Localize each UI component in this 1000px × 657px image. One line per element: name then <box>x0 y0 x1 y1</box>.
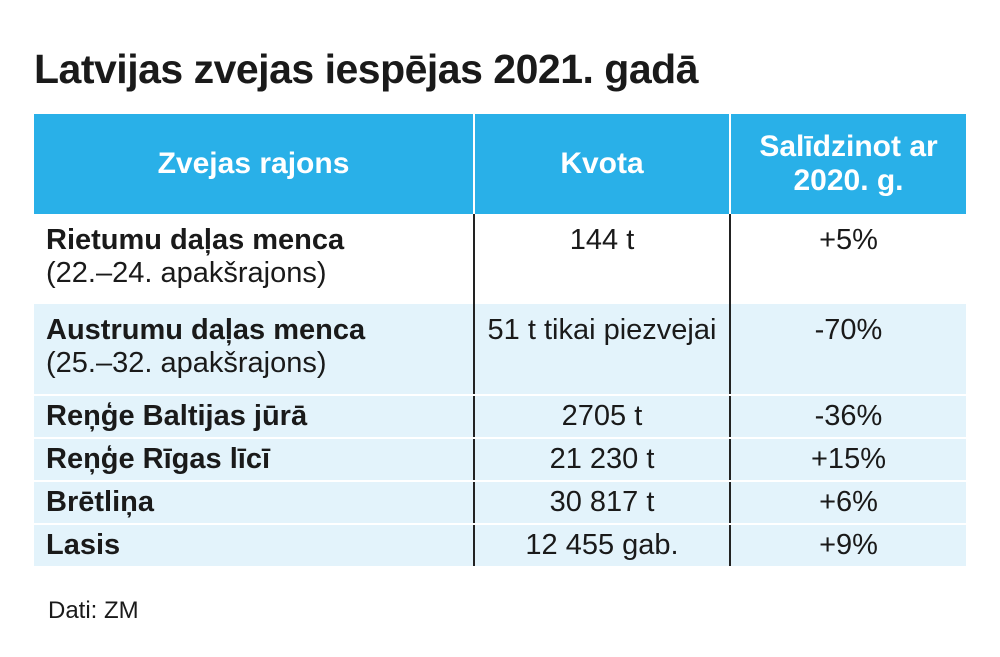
district-cell: Rietumu daļas menca (22.–24. apakšrajons… <box>34 214 474 304</box>
district-cell: Reņģe Baltijas jūrā <box>34 395 474 439</box>
quota-cell: 144 t <box>473 214 730 304</box>
source-note: Dati: ZM <box>48 597 139 624</box>
district-name: Lasis <box>46 529 121 561</box>
district-cell: Brētliņa <box>34 481 474 525</box>
change-cell: +15% <box>729 438 966 482</box>
column-header-quota: Kvota <box>473 114 730 214</box>
table-row: Austrumu daļas menca (25.–32. apakšrajon… <box>34 304 966 396</box>
table-row: Lasis 12 455 gab. +9% <box>34 524 966 566</box>
district-cell: Austrumu daļas menca (25.–32. apakšrajon… <box>34 304 474 396</box>
table-row: Reņģe Baltijas jūrā 2705 t -36% <box>34 395 966 439</box>
change-cell: -70% <box>729 304 966 396</box>
table-row: Rietumu daļas menca (22.–24. apakšrajons… <box>34 214 966 304</box>
change-cell: +9% <box>729 524 966 566</box>
quota-cell: 21 230 t <box>473 438 730 482</box>
quota-cell: 12 455 gab. <box>473 524 730 566</box>
table-row: Brētliņa 30 817 t +6% <box>34 481 966 525</box>
district-name: Austrumu daļas menca <box>46 314 366 346</box>
district-name: Reņģe Baltijas jūrā <box>46 400 308 432</box>
quota-cell: 2705 t <box>473 395 730 439</box>
fishing-quota-table: Zvejas rajons Kvota Salīdzinot ar 2020. … <box>34 114 966 566</box>
change-cell: -36% <box>729 395 966 439</box>
district-name: Rietumu daļas menca <box>46 224 345 256</box>
column-header-comparison: Salīdzinot ar 2020. g. <box>729 114 966 214</box>
quota-cell: 51 t tikai piezvejai <box>473 304 730 396</box>
change-cell: +5% <box>729 214 966 304</box>
table-row: Reņģe Rīgas līcī 21 230 t +15% <box>34 438 966 482</box>
table-header-row: Zvejas rajons Kvota Salīdzinot ar 2020. … <box>34 114 966 214</box>
change-cell: +6% <box>729 481 966 525</box>
district-name: Reņģe Rīgas līcī <box>46 443 271 475</box>
district-cell: Reņģe Rīgas līcī <box>34 438 474 482</box>
column-header-district: Zvejas rajons <box>34 114 474 214</box>
district-subarea: (22.–24. apakšrajons) <box>46 257 327 289</box>
quota-cell: 30 817 t <box>473 481 730 525</box>
district-cell: Lasis <box>34 524 474 566</box>
district-name: Brētliņa <box>46 486 154 518</box>
page-title: Latvijas zvejas iespējas 2021. gadā <box>34 46 699 92</box>
district-subarea: (25.–32. apakšrajons) <box>46 347 327 379</box>
